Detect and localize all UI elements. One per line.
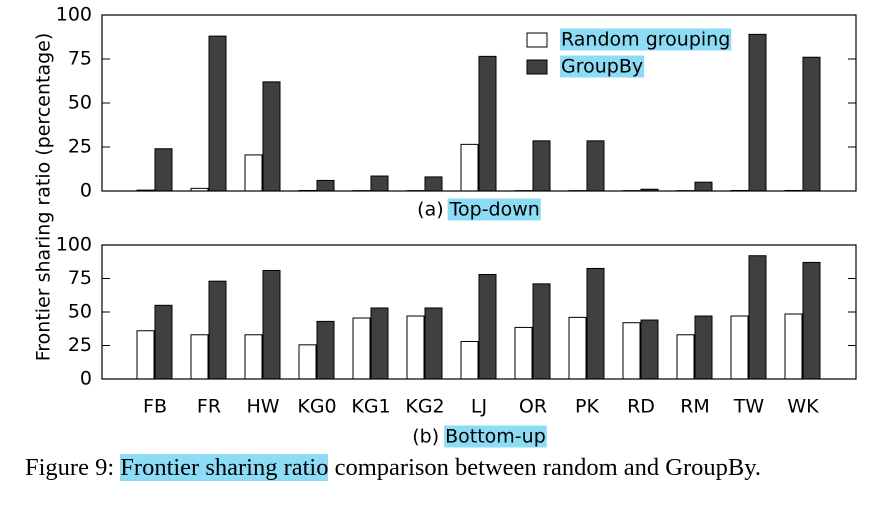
x-tick-label: KG1 [351,396,390,418]
y-tick-label: 0 [80,180,92,202]
bar [262,269,281,380]
bar [532,283,551,380]
bar [478,273,497,380]
subtitle-label: (b) [412,426,439,448]
bar [676,334,695,380]
bar [460,143,479,192]
x-tick-label: RD [627,396,655,418]
x-tick-label: PK [575,396,599,418]
bar [460,340,479,380]
bar [352,317,371,380]
x-tick-label: OR [519,396,547,418]
x-tick-label: TW [733,396,765,418]
y-axis-label: Frontier sharing ratio (percentage) [33,33,55,362]
bar [748,33,767,192]
legend-label: Random grouping [561,29,730,51]
x-tick-label: FB [143,396,167,418]
bar [424,307,443,380]
bar [424,176,443,192]
bar [784,313,803,380]
bar [316,320,335,380]
bar [136,330,155,380]
x-tick-label: KG0 [297,396,336,418]
y-tick-label: 25 [68,136,92,158]
bar [568,316,587,380]
text-highlight [444,425,547,448]
bar [802,261,821,380]
bar [694,315,713,380]
x-tick-label: HW [246,396,279,418]
y-tick-label: 100 [56,4,92,26]
x-tick-label: KG2 [405,396,444,418]
bar [406,315,425,380]
bar [208,280,227,380]
bar [370,175,389,192]
legend-swatch [526,32,548,48]
bar [190,334,209,380]
legend-label: GroupBy [561,56,643,78]
chart: Frontier sharing ratio (percentage) 0 25 5… [33,4,857,448]
y-tick-label: 0 [80,368,92,390]
bar [622,322,641,380]
y-tick-label: 75 [68,267,92,289]
bar [244,154,263,192]
bar [244,334,263,380]
bar [802,56,821,192]
x-tick-label: WK [787,396,819,418]
bar [730,315,749,380]
text-highlight [560,55,645,78]
bar [586,267,605,380]
bar [532,140,551,192]
bar [748,255,767,380]
y-tick-label: 50 [68,92,92,114]
y-tick-label: 75 [68,48,92,70]
bar [154,304,173,380]
caption-text: comparison between random and GroupBy. [334,454,761,481]
bar [208,35,227,192]
bar [694,181,713,192]
x-tick-label: FR [197,396,221,418]
bar [514,326,533,380]
plot-frame [101,14,857,192]
subtitle-label: (a) [417,199,443,221]
y-tick-label: 50 [68,301,92,323]
bar [640,319,659,380]
bar [262,81,281,192]
caption-label: Figure 9: [25,454,115,481]
caption-highlight: Frontier sharing ratio [120,454,329,481]
x-tick-label: RM [680,396,710,418]
subtitle: Bottom-up [445,426,546,448]
y-tick-label: 25 [68,334,92,356]
bar [370,307,389,380]
bar [154,148,173,192]
plot-frame [101,244,857,380]
bar [316,179,335,192]
text-highlight [560,28,732,51]
y-tick-label: 100 [56,234,92,256]
x-tick-label: LJ [471,396,487,418]
bar [298,344,317,380]
bar [586,140,605,192]
legend-swatch [526,59,548,75]
text-highlight [447,198,541,221]
bar [478,55,497,192]
figure-caption: Figure 9: Frontier sharing ratio compari… [25,452,870,484]
subtitle: Top-down [449,199,540,221]
